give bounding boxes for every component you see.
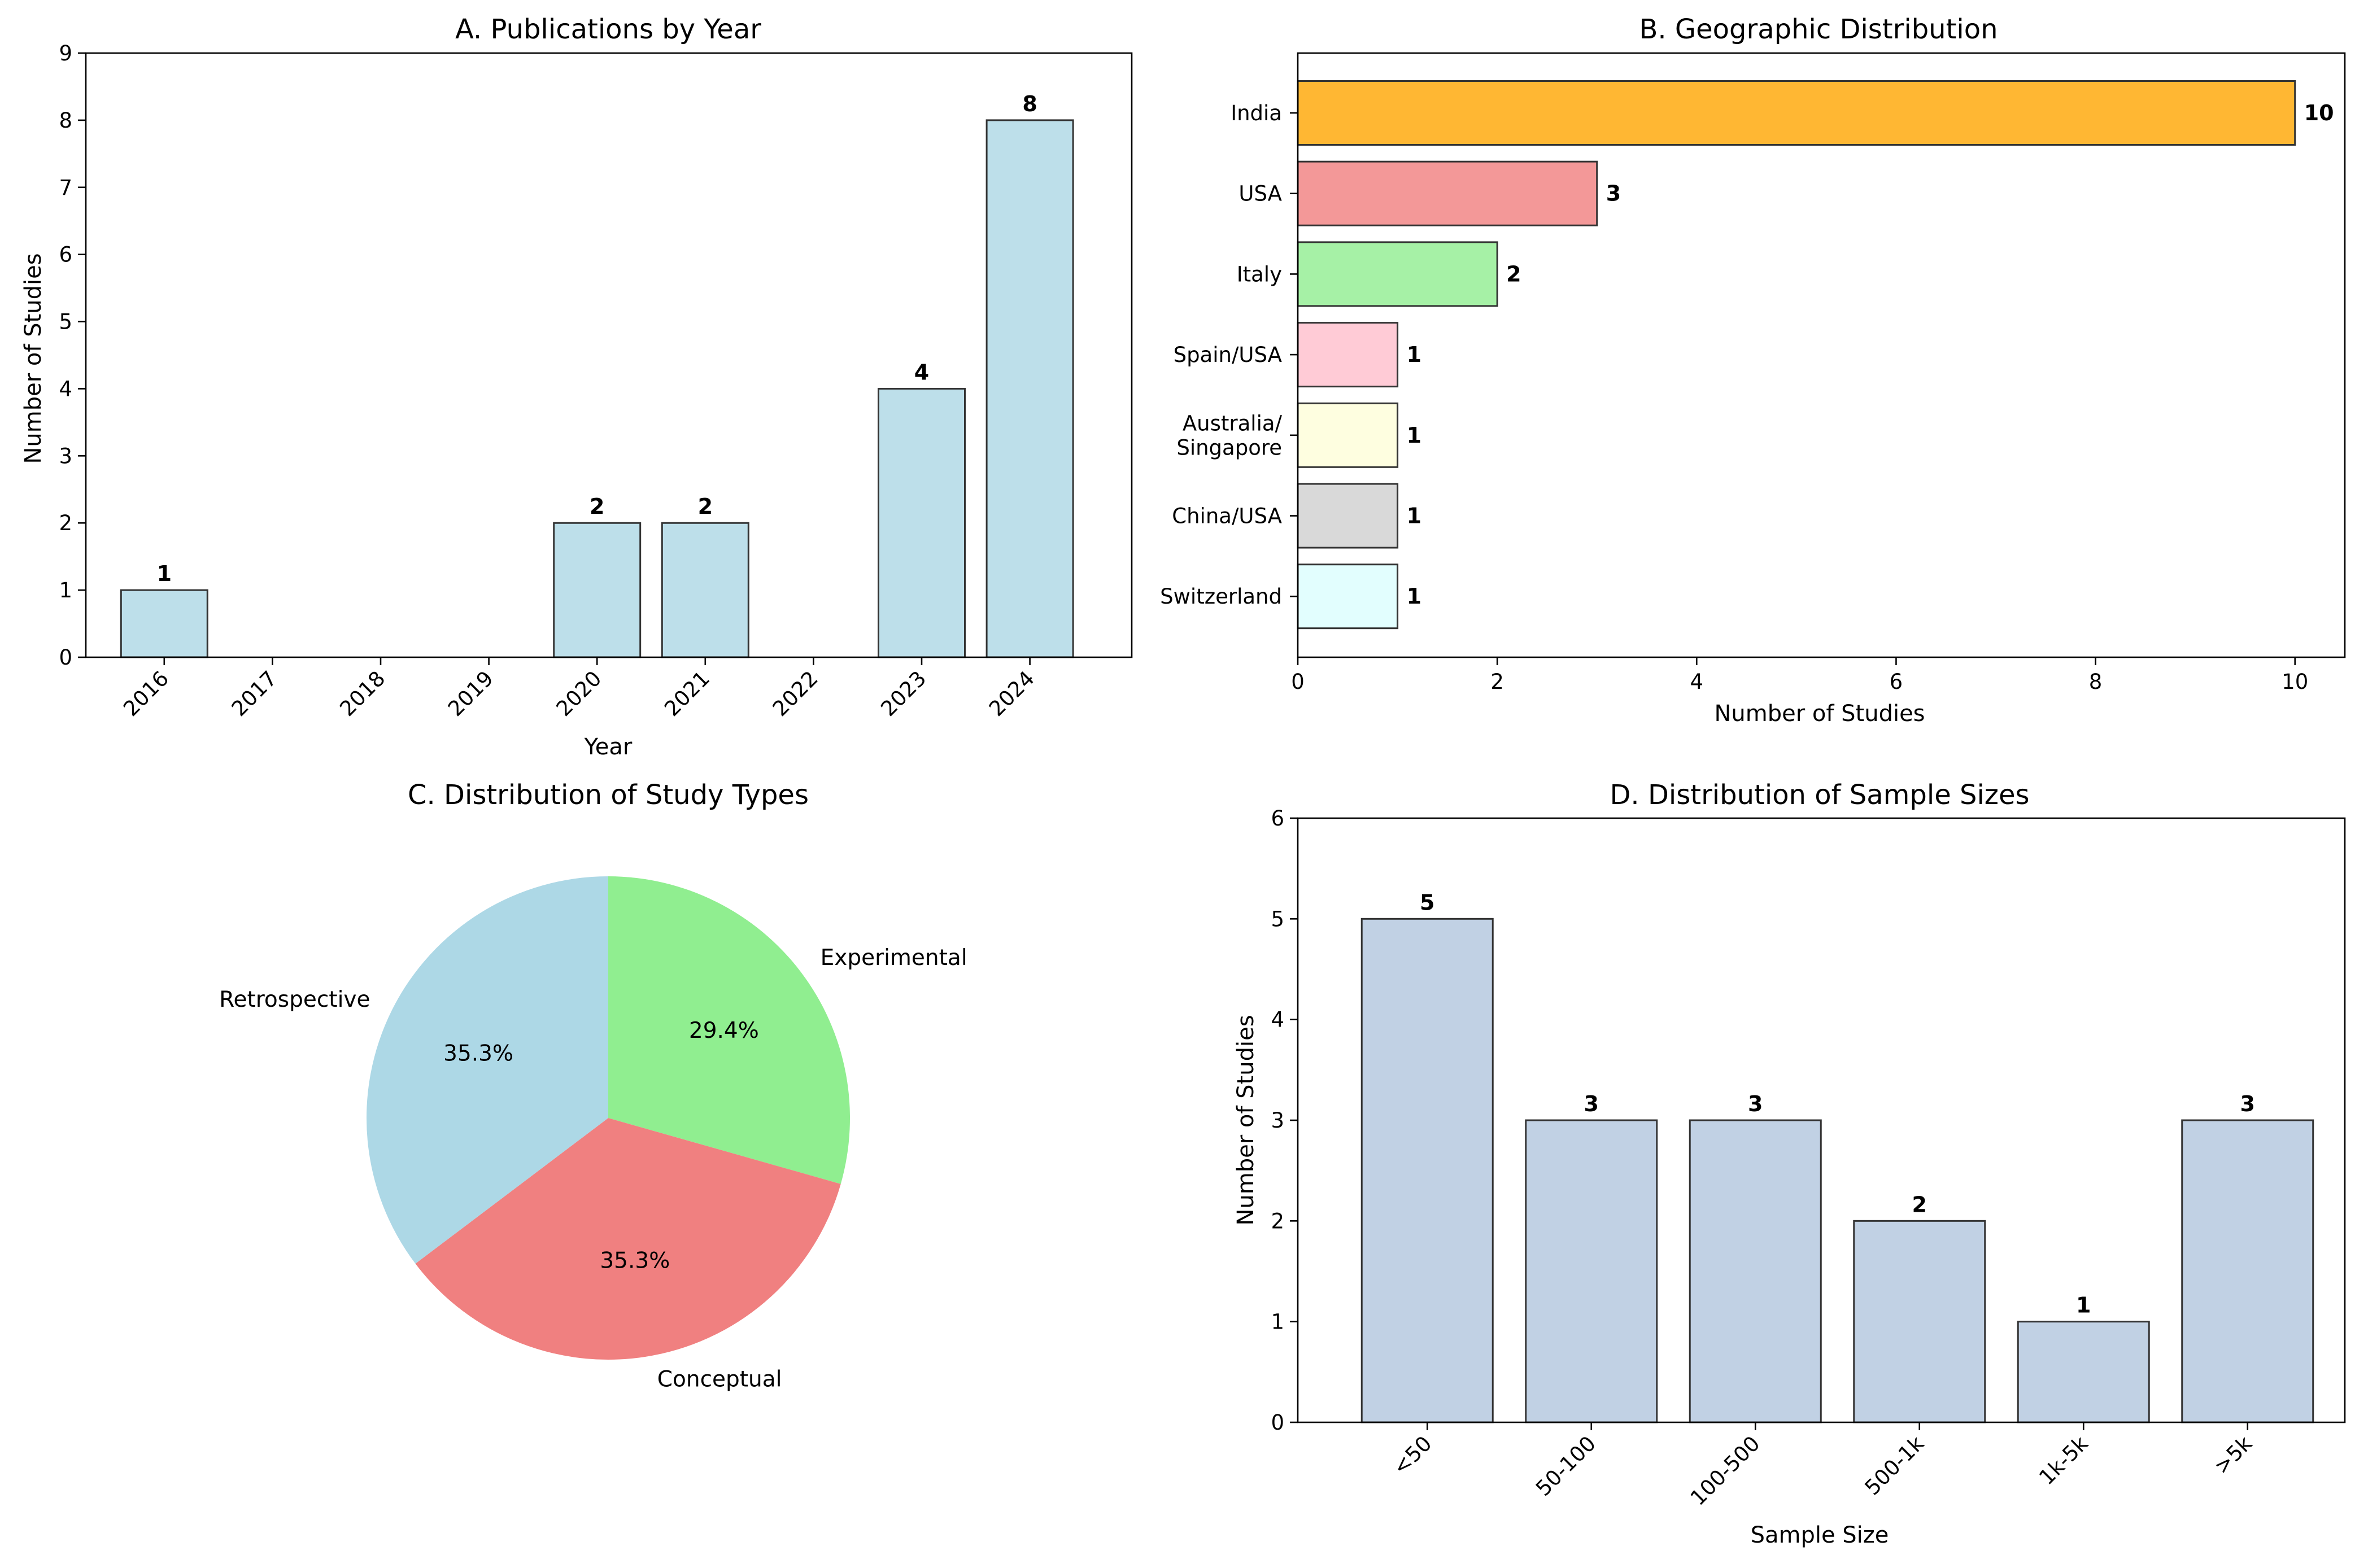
panel-a-title: A. Publications by Year [455,14,761,45]
panel-a-y-tick-label: 6 [59,243,72,267]
panel-d-bars: 5 3 3 2 1 3 [1360,890,2314,1423]
panel-b-x-tick-label: 4 [1690,670,1704,694]
panel-c-pie: 29.4% Experimental 35.3% Conceptual 35.3% Ret… [219,876,967,1392]
panel-a-y-tick-label: 1 [59,578,72,602]
panel-a-y-tick-label: 9 [59,41,72,65]
panel-d-value-label: 1 [2076,1293,2091,1318]
panel-d-y-tick-label: 1 [1271,1310,1284,1334]
panel-d-value-label: 5 [1420,890,1434,915]
panel-d-y-ticks: 0 1 2 3 4 5 6 [1271,806,1298,1435]
panel-c-slice-conceptual [415,1118,841,1360]
panel-d-bar-50-100 [1525,1119,1658,1423]
panel-b-geographic-distribution: B. Geographic Distribution 10 3 2 1 1 1 1 Indi… [1160,14,2346,727]
panel-b-bars: 10 3 2 1 1 1 1 [1297,80,2334,630]
panel-b-y-ticks: India USA Italy Spain/USA Australia/Singapor… [1160,101,1298,609]
panel-b-bar-china-usa [1297,483,1399,549]
panel-b-value-label: 10 [2304,101,2334,125]
panel-d-y-tick-label: 0 [1271,1410,1284,1435]
panel-a-bars: 1 2 2 4 8 [120,91,1074,658]
panel-a-y-tick-label: 3 [59,444,72,468]
panel-d-bar-500-1k [1853,1220,1986,1423]
panel-a-value-label: 4 [914,360,929,385]
panel-b-x-tick-label: 6 [1890,670,1903,694]
panel-d-y-tick-label: 5 [1271,907,1284,931]
panel-a-bar-2021 [661,522,749,658]
panel-d-value-label: 3 [1748,1091,1763,1116]
panel-a-bar-2024 [985,119,1074,658]
panel-c-title: C. Distribution of Study Types [408,779,809,811]
panel-d-bar-50 [1360,918,1494,1423]
panel-b-value-label: 1 [1407,423,1421,448]
panel-d-value-label: 2 [1912,1192,1927,1217]
panel-a-y-tick-label: 2 [59,511,72,535]
panel-b-title: B. Geographic Distribution [1639,14,1998,45]
panel-d-y-tick-label: 2 [1271,1209,1284,1233]
panel-b-x-tick-label: 8 [2089,670,2103,694]
panel-a-value-label: 8 [1022,91,1037,116]
panel-a-bar-2016 [120,589,208,658]
panel-c-slice-label: Retrospective [219,987,370,1012]
panel-b-bar-usa [1297,160,1598,226]
panel-d-axes-frame [1297,817,2346,1423]
panel-d-y-tick-label: 6 [1271,806,1284,831]
panel-c-slice-label: Conceptual [657,1367,782,1392]
panel-b-value-label: 1 [1407,342,1421,367]
panel-b-bar-switzerland [1297,564,1399,630]
panel-b-value-label: 1 [1407,584,1421,609]
panel-d-x-axis-label: Sample Size [1751,1522,1889,1548]
panel-b-y-tick-label: Spain/USA [1174,343,1282,367]
panel-b-x-tick-label: 2 [1490,670,1504,694]
panel-c-slice-experimental [608,876,850,1184]
panel-b-x-tick-label: 10 [2282,670,2308,694]
panel-b-bar-italy [1297,241,1498,307]
panel-b-y-tick-label: Switzerland [1160,584,1282,609]
panel-b-y-tick-label: Australia/Singapore [1176,411,1282,460]
panel-a-y-tick-label: 4 [59,377,72,401]
panel-d-value-label: 3 [2240,1091,2255,1116]
panel-d-y-axis-label: Number of Studies [1233,1015,1259,1225]
panel-b-x-axis-label: Number of Studies [1714,701,1925,727]
panel-a-y-tick-label: 0 [59,645,72,670]
panel-b-x-tick-label: 0 [1291,670,1305,694]
panel-d-y-tick-label: 3 [1271,1108,1284,1133]
panel-c-pct-label: 35.3% [600,1248,670,1273]
panel-a-axes-frame [85,52,1133,658]
panel-a-y-tick-label: 7 [59,176,72,200]
panel-b-y-tick-label: India [1231,101,1282,125]
panel-d-bar-1k-5k [2017,1321,2150,1423]
panel-d-title: D. Distribution of Sample Sizes [1610,779,2029,811]
panel-c-pct-label: 29.4% [689,1018,759,1043]
panel-b-bar-spain-usa [1297,322,1399,388]
panel-a-value-label: 1 [157,561,172,586]
panel-b-y-tick-label: China/USA [1172,504,1282,529]
panel-a-y-ticks: 0 1 2 3 4 5 6 7 8 9 [59,41,86,670]
panel-c-study-types: C. Distribution of Study Types 29.4% Expe… [219,779,967,1392]
panel-b-value-label: 1 [1407,504,1421,529]
panel-a-y-tick-label: 5 [59,310,72,334]
panel-a-y-tick-label: 8 [59,108,72,133]
panel-b-x-ticks: 0 2 4 6 8 10 [1291,657,2308,694]
panel-b-value-label: 2 [1506,261,1521,286]
panel-a-value-label: 2 [590,494,604,519]
panel-a-value-label: 2 [698,494,713,519]
panel-c-slice-retrospective [366,876,608,1264]
panel-c-slice-label: Experimental [821,945,967,971]
panel-b-y-tick-label: USA [1238,182,1282,206]
panel-d-y-tick-label: 4 [1271,1008,1284,1032]
panel-b-bar-india [1297,80,2296,146]
panel-a-x-axis-label: Year [584,734,633,760]
panel-d-bar-100-500 [1689,1119,1822,1423]
panel-b-axes-frame [1297,52,2346,658]
panel-a-bar-2023 [878,387,966,658]
panel-b-value-label: 3 [1606,181,1621,206]
panel-a-bar-2020 [553,522,642,658]
panel-b-bar-australia-singapore [1297,402,1399,468]
panel-b-y-tick-label: Italy [1237,262,1282,286]
panel-a-y-axis-label: Number of Studies [20,253,46,464]
panel-c-pct-label: 35.3% [443,1041,513,1067]
panel-d-bar-5k [2181,1119,2314,1423]
panel-d-value-label: 3 [1584,1091,1599,1116]
